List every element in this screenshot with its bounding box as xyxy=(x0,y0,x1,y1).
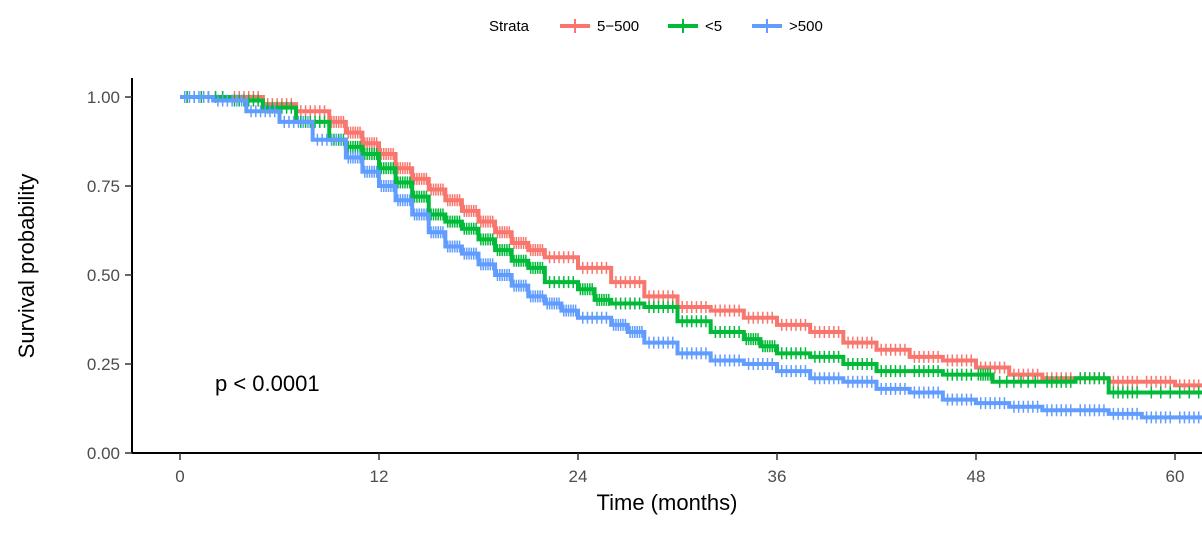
y-tick-label: 0.00 xyxy=(87,444,120,463)
x-tick-label: 24 xyxy=(569,467,588,486)
x-tick-label: 12 xyxy=(370,467,389,486)
x-tick-label: 60 xyxy=(1166,467,1185,486)
p-value-annotation: p < 0.0001 xyxy=(215,371,320,396)
x-tick-label: 48 xyxy=(967,467,986,486)
legend-title: Strata xyxy=(489,18,530,35)
survival-curve xyxy=(180,95,1202,420)
y-axis-title: Survival probability xyxy=(14,174,39,359)
x-tick-label: 0 xyxy=(175,467,184,486)
x-tick-label: 36 xyxy=(768,467,787,486)
legend-label: 5−500 xyxy=(597,18,639,35)
y-tick-label: 1.00 xyxy=(87,88,120,107)
y-tick-label: 0.25 xyxy=(87,355,120,374)
plot-panel xyxy=(180,91,1202,424)
legend: Strata 5−500 <5 >500 xyxy=(489,18,823,35)
survival-curve xyxy=(180,95,1202,395)
axes: 0 12 24 36 48 60 0.00 0.25 0.50 0.75 1.00 xyxy=(87,78,1202,486)
y-tick-label: 0.50 xyxy=(87,266,120,285)
x-axis-title: Time (months) xyxy=(597,490,738,515)
y-tick-label: 0.75 xyxy=(87,177,120,196)
legend-label: <5 xyxy=(705,18,722,35)
legend-label: >500 xyxy=(789,18,823,35)
